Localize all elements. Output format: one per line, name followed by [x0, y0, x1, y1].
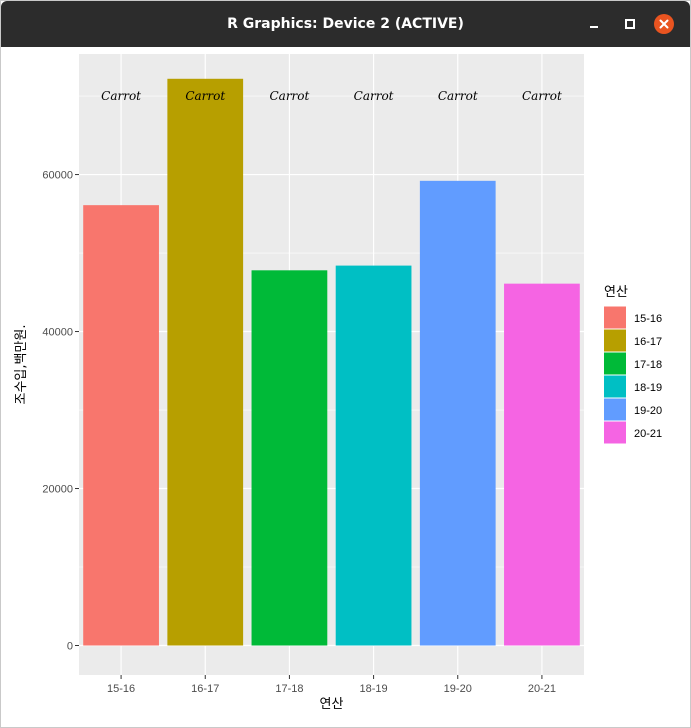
x-tick-label: 16-17	[191, 683, 219, 695]
y-axis-title: 조수입,백만원.	[14, 324, 29, 404]
x-tick-label: 18-19	[360, 683, 388, 695]
bar-19-20	[419, 180, 496, 646]
x-axis-title: 연산	[320, 697, 344, 712]
grid-minor	[79, 95, 584, 568]
y-tick-label: 60000	[42, 170, 73, 182]
y-tick-label: 20000	[42, 484, 73, 496]
maximize-icon	[625, 19, 635, 29]
legend-label: 20-21	[634, 428, 662, 440]
bar-20-21	[504, 283, 580, 646]
bar-18-19	[335, 265, 412, 646]
legend-swatch	[604, 421, 626, 444]
bar-label: Carrot	[354, 89, 394, 103]
y-tick-label: 40000	[42, 327, 73, 339]
bar-labels: Carrot Carrot Carrot Carrot Carrot Carrot	[101, 89, 562, 103]
bar-15-16	[83, 205, 159, 646]
legend-label: 17-18	[634, 359, 662, 371]
bar-17-18	[251, 270, 328, 646]
bar-label: Carrot	[101, 89, 141, 103]
legend-swatch	[604, 375, 626, 398]
legend-swatch	[604, 398, 626, 421]
close-icon	[659, 19, 669, 29]
bar-label: Carrot	[438, 89, 478, 103]
x-tick-label: 19-20	[444, 683, 472, 695]
legend-label: 19-20	[634, 405, 662, 417]
legend-swatch	[604, 352, 626, 375]
legend: 연산 15-16 16-17 17-18 18-19 19-20 20-21	[604, 285, 662, 444]
bar-chart: Carrot Carrot Carrot Carrot Carrot Carrot 0 20…	[14, 54, 662, 712]
legend-swatch	[604, 306, 626, 329]
minimize-button[interactable]	[585, 15, 603, 33]
bar-16-17	[167, 78, 244, 646]
legend-label: 16-17	[634, 336, 662, 348]
bar-label: Carrot	[185, 89, 225, 103]
legend-title: 연산	[604, 285, 628, 300]
plot-area: Carrot Carrot Carrot Carrot Carrot Carrot 0 20…	[10, 47, 682, 719]
x-tick-label: 20-21	[528, 683, 556, 695]
legend-swatch	[604, 329, 626, 352]
legend-label: 18-19	[634, 382, 662, 394]
close-button[interactable]	[654, 14, 674, 34]
plot-panel	[79, 54, 584, 675]
title-bar[interactable]: R Graphics: Device 2 (ACTIVE)	[1, 1, 690, 47]
bar-label: Carrot	[269, 89, 309, 103]
legend-label: 15-16	[634, 313, 662, 325]
bar-label: Carrot	[522, 89, 562, 103]
bars	[83, 78, 580, 646]
maximize-button[interactable]	[621, 15, 639, 33]
window-title: R Graphics: Device 2 (ACTIVE)	[227, 16, 464, 32]
x-axis: 15-16 16-17 17-18 18-19 19-20 20-21	[107, 675, 556, 695]
minimize-icon	[590, 26, 598, 28]
x-tick-label: 17-18	[275, 683, 303, 695]
y-tick-label: 0	[67, 641, 73, 653]
y-axis: 0 20000 40000 60000	[42, 170, 79, 653]
x-tick-label: 15-16	[107, 683, 135, 695]
